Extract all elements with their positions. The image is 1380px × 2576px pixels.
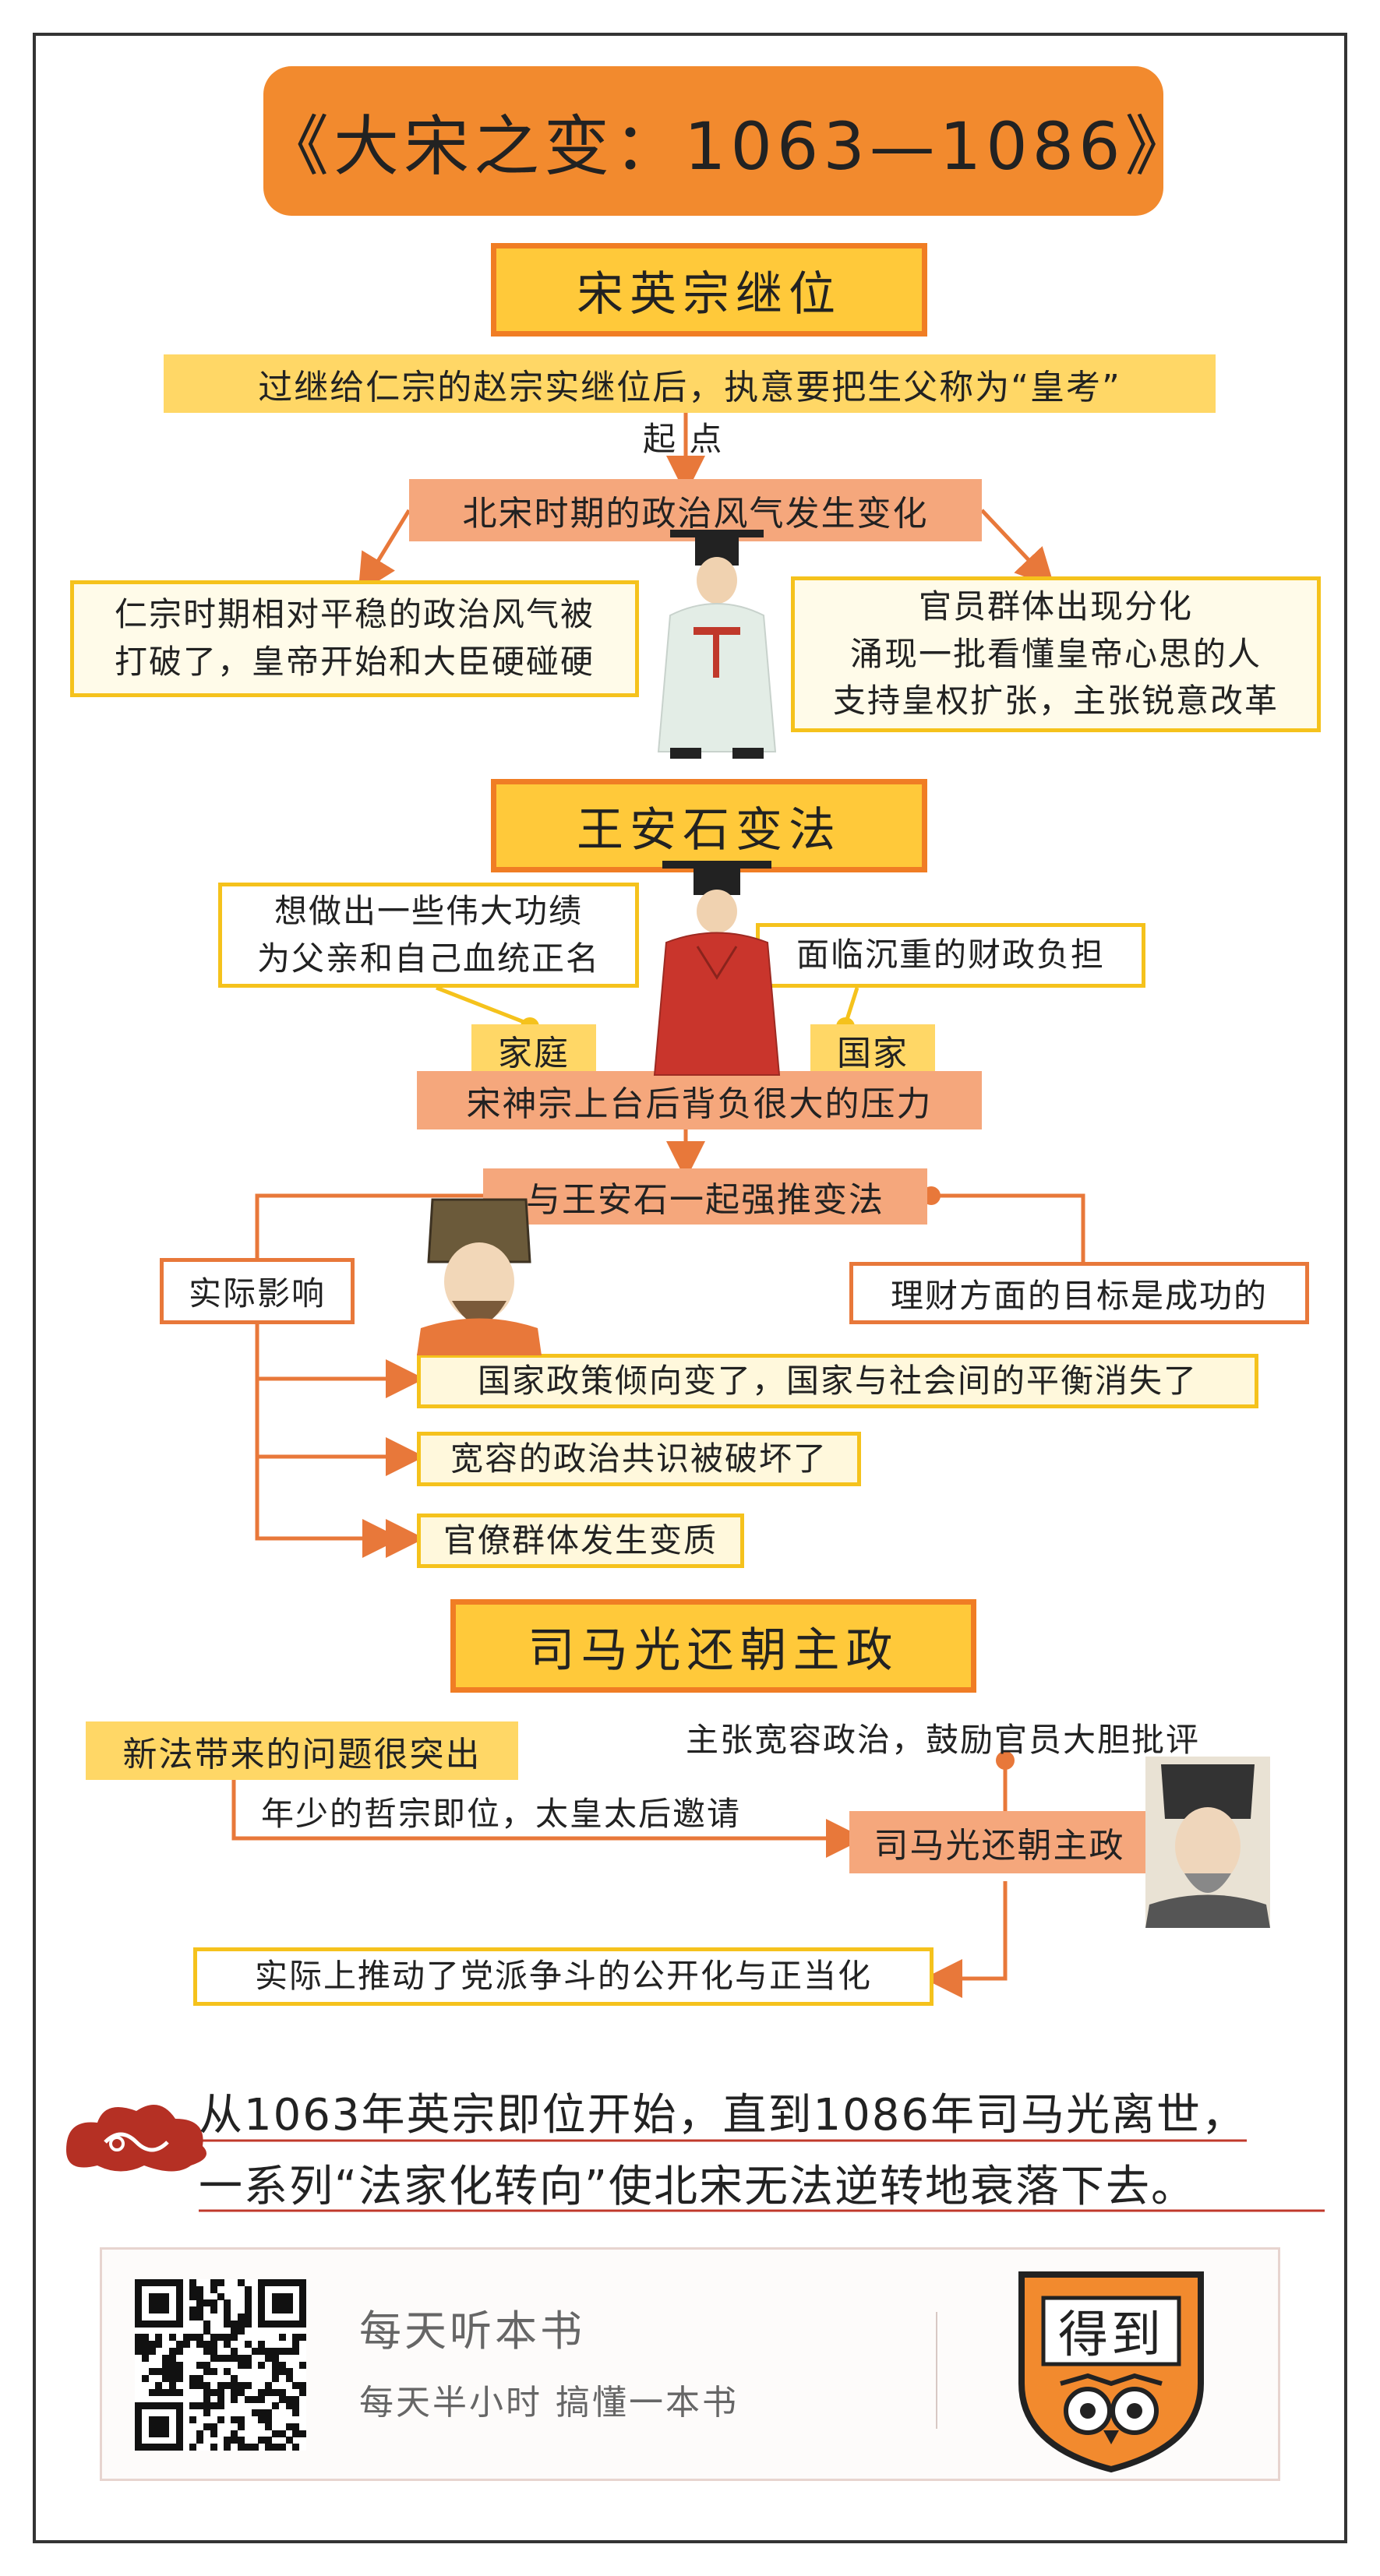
wang-anshi-illustration: [417, 1198, 542, 1355]
impact-item-2: 宽容的政治共识被破坏了: [417, 1432, 861, 1486]
emperor-shenzong-illustration: [653, 861, 781, 1076]
footer-divider: [936, 2312, 937, 2429]
start-label: 起 点: [643, 420, 724, 458]
slogan-sub: 每天半小时 搞懂一本书: [359, 2383, 739, 2423]
partisan-result-box: 实际上推动了党派争斗的公开化与正当化: [193, 1947, 934, 2006]
advocate-note: 主张宽容政治，鼓励官员大胆批评: [686, 1721, 1201, 1759]
new-law-problems-label: 新法带来的问题很突出: [86, 1721, 518, 1780]
sima-guang-return-label: 司马光还朝主政: [849, 1811, 1149, 1873]
shenzong-pressure-label: 宋神宗上台后背负很大的压力: [417, 1071, 982, 1129]
succession-note: 过继给仁宗的赵宗实继位后，执意要把生父称为“皇考”: [164, 354, 1216, 413]
section-heading-2: 王安石变法: [491, 779, 927, 872]
finance-success-box: 理财方面的目标是成功的: [849, 1262, 1309, 1324]
reform-label: 与王安石一起强推变法: [483, 1168, 927, 1225]
page-title-text: 《大宋之变：1063—1086》: [263, 107, 1195, 185]
dedao-logo: 得到: [1014, 2267, 1209, 2473]
left-effect-box: 仁宗时期相对平稳的政治风气被 打破了，皇帝开始和大臣硬碰硬: [70, 580, 639, 697]
state-label: 国家: [810, 1024, 935, 1075]
family-label: 家庭: [471, 1024, 596, 1075]
logo-text: 得到: [1058, 2306, 1164, 2364]
sima-guang-illustration: [1145, 1757, 1270, 1928]
impact-item-3: 官僚群体发生变质: [417, 1514, 744, 1568]
state-reason-box: 面临沉重的财政负担: [756, 923, 1145, 988]
political-change-label: 北宋时期的政治风气发生变化: [409, 479, 982, 541]
impact-label: 实际影响: [160, 1258, 355, 1324]
invite-note: 年少的哲宗即位，太皇太后邀请: [261, 1795, 742, 1833]
summary-line-1: 从1063年英宗即位开始，直到1086年司马光离世，: [199, 2090, 1248, 2141]
slogan-main: 每天听本书: [359, 2306, 585, 2356]
section-heading-3: 司马光还朝主政: [450, 1599, 976, 1693]
page-title: 《大宋之变：1063—1086》: [263, 66, 1195, 216]
section-heading-1: 宋英宗继位: [491, 243, 927, 337]
family-reason-box: 想做出一些伟大功绩 为父亲和自己血统正名: [218, 883, 639, 988]
summary-line-2: 一系列“法家化转向”使北宋无法逆转地衰落下去。: [199, 2162, 1197, 2212]
owl-shield-icon: [1018, 2271, 1204, 2473]
footer-panel: 每天听本书 每天半小时 搞懂一本书 得到: [100, 2247, 1280, 2481]
cloud-ornament-icon: [66, 2105, 206, 2172]
emperor-yingzong-illustration: [657, 530, 777, 759]
right-effect-box: 官员群体出现分化 涌现一批看懂皇帝心思的人 支持皇权扩张，主张锐意改革: [791, 576, 1321, 732]
impact-item-1: 国家政策倾向变了，国家与社会间的平衡消失了: [417, 1354, 1258, 1408]
qr-code-icon[interactable]: [135, 2279, 307, 2451]
